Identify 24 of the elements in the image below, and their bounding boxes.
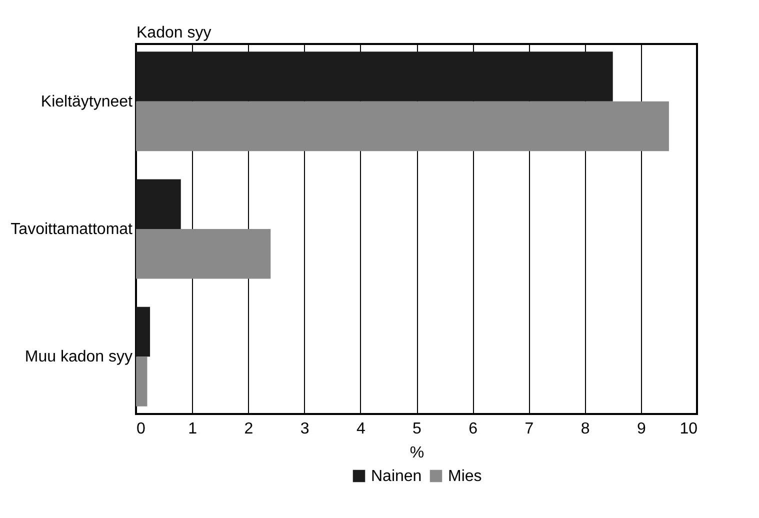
y-tick-label: Muu kadon syy — [24, 348, 132, 366]
x-tick-label: 9 — [636, 420, 646, 438]
legend-label: Nainen — [371, 468, 422, 485]
y-tick-label: Kieltäytyneet — [40, 93, 134, 110]
x-tick-label: 5 — [412, 420, 422, 438]
bar — [136, 306, 150, 357]
y-axis-title: Kadon syy — [136, 24, 212, 42]
bar — [136, 229, 271, 279]
x-tick-label: 0 — [136, 420, 146, 438]
x-axis-title: % — [410, 444, 424, 462]
bar — [136, 101, 669, 152]
x-tick-label: 8 — [580, 420, 590, 438]
x-tick-label: 7 — [524, 420, 534, 438]
x-tick-label: 2 — [244, 420, 254, 438]
x-tick-label: 4 — [356, 420, 366, 438]
x-tick-label: 1 — [188, 420, 198, 438]
x-tick-label: 10 — [680, 420, 698, 438]
y-tick-label: Tavoittamattomat — [10, 221, 134, 238]
bar — [136, 179, 181, 229]
x-tick-label: 6 — [468, 420, 478, 438]
bar — [136, 356, 148, 406]
legend-label: Mies — [448, 468, 482, 485]
x-tick-label: 3 — [300, 420, 310, 438]
bar — [136, 52, 613, 102]
